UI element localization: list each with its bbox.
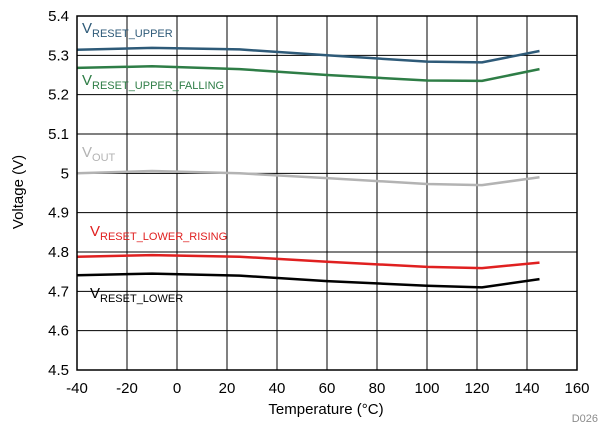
x-axis-label: Temperature (°C) (268, 401, 383, 418)
y-tick-label: 4.7 (48, 283, 69, 300)
x-tick-labels: -40 -20 0 20 40 60 80 100 120 140 160 (66, 380, 589, 397)
series-line-vreset_lower_rising (76, 253, 540, 270)
y-tick-label: 4.5 (48, 362, 69, 379)
y-tick-label: 4.8 (48, 244, 69, 261)
grid (77, 16, 577, 370)
series-label-vout: VOUT (82, 144, 116, 164)
series-label-vreset_lower_rising: VRESET_LOWER_RISING (90, 223, 227, 243)
series-line-vreset_upper (76, 46, 540, 64)
x-tick-label: -20 (116, 380, 138, 397)
x-tick-label: 100 (414, 380, 439, 397)
series-labels: VRESET_UPPER VRESET_UPPER_FALLING VOUT VRES… (82, 20, 227, 305)
y-tick-label: 5.1 (48, 126, 69, 143)
x-tick-label: 20 (219, 380, 236, 397)
y-tick-label: 5.3 (48, 47, 69, 64)
figure-id: D026 (572, 413, 598, 425)
y-tick-labels: 4.5 4.6 4.7 4.8 4.9 5 5.1 5.2 5.3 5.4 (48, 8, 69, 379)
y-axis-label: Voltage (V) (10, 155, 27, 229)
x-tick-label: 40 (269, 380, 286, 397)
y-tick-label: 5.2 (48, 87, 69, 104)
series-line-vout (76, 169, 540, 187)
x-tick-label: 140 (514, 380, 539, 397)
plot-frame (76, 15, 578, 371)
series-line-vreset_lower (76, 272, 540, 289)
series-lines (76, 46, 540, 289)
series-line-vreset_upper_falling (76, 65, 540, 83)
series-label-vreset_lower: VRESET_LOWER (90, 285, 183, 305)
y-tick-label: 4.9 (48, 205, 69, 222)
x-tick-label: 120 (464, 380, 489, 397)
series-label-vreset_upper: VRESET_UPPER (82, 20, 173, 40)
y-tick-label: 4.6 (48, 323, 69, 340)
x-tick-label: 60 (319, 380, 336, 397)
x-tick-label: -40 (66, 380, 88, 397)
x-tick-label: 80 (369, 380, 386, 397)
x-tick-label: 160 (564, 380, 589, 397)
x-tick-label: 0 (173, 380, 181, 397)
y-tick-label: 5 (61, 165, 69, 182)
series-label-vreset_upper_falling: VRESET_UPPER_FALLING (82, 72, 224, 92)
y-tick-label: 5.4 (48, 8, 69, 25)
